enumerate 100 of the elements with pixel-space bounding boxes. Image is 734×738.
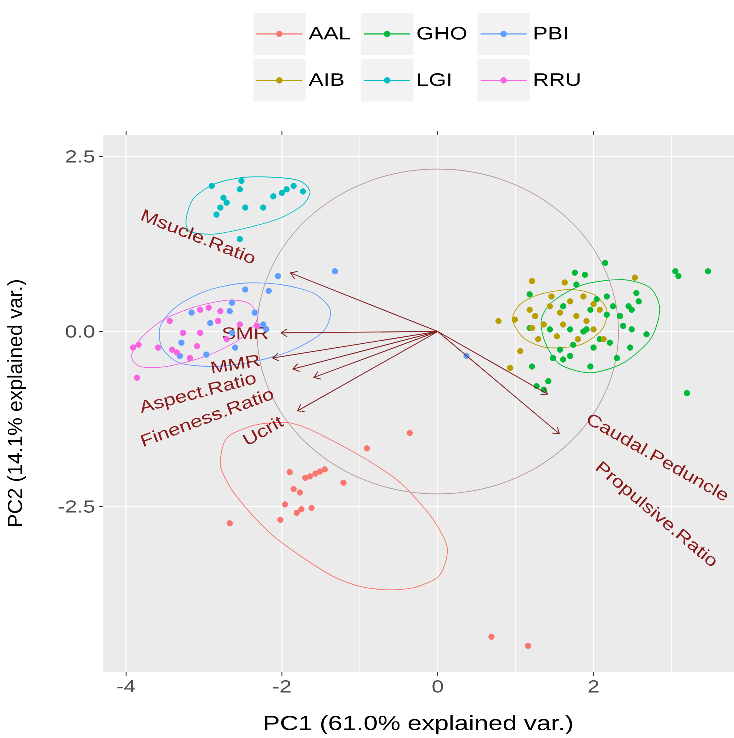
point — [557, 310, 564, 316]
point — [130, 344, 136, 351]
x-tick-label: -2 — [273, 680, 291, 693]
point — [290, 486, 297, 492]
legend-label: GHO — [418, 27, 467, 40]
point — [550, 355, 556, 362]
legend-label: LGI — [418, 74, 451, 86]
y-tick-label: -2.5 — [58, 500, 95, 513]
point — [535, 336, 542, 343]
point — [134, 374, 140, 382]
point — [628, 326, 636, 333]
point — [526, 306, 533, 314]
point — [557, 346, 564, 354]
point — [560, 322, 566, 328]
point — [260, 204, 267, 211]
x-tick-label: 0 — [432, 680, 444, 693]
x-tick-label: 2 — [588, 680, 599, 693]
point — [517, 348, 524, 354]
y-tick-label: 2.5 — [66, 150, 95, 163]
point — [298, 506, 305, 513]
point — [525, 642, 532, 650]
point — [570, 342, 577, 348]
point — [232, 344, 239, 351]
point — [532, 313, 538, 320]
point — [180, 330, 186, 336]
point — [322, 466, 328, 473]
point — [560, 356, 566, 363]
point — [275, 273, 282, 280]
point — [308, 505, 315, 512]
point — [136, 342, 142, 348]
point — [567, 326, 574, 333]
point — [282, 502, 288, 508]
point — [614, 355, 620, 362]
point — [632, 274, 638, 281]
point — [178, 340, 185, 346]
point — [602, 260, 609, 266]
point — [584, 326, 590, 333]
point — [206, 304, 212, 312]
point — [300, 188, 306, 195]
point — [238, 178, 245, 184]
point — [340, 480, 347, 486]
point — [636, 298, 642, 305]
point — [278, 516, 284, 524]
point — [507, 365, 514, 372]
point — [155, 344, 162, 351]
point — [554, 334, 560, 340]
point — [252, 310, 258, 316]
point — [590, 301, 597, 308]
point — [218, 308, 224, 315]
y-tick-label: 0.0 — [66, 326, 95, 338]
point — [204, 352, 210, 358]
point — [266, 288, 272, 294]
point — [317, 468, 324, 475]
point — [588, 364, 594, 370]
point — [488, 634, 495, 640]
point — [242, 286, 249, 293]
point — [545, 378, 552, 385]
point — [215, 318, 222, 324]
point — [286, 469, 294, 476]
point — [197, 330, 204, 336]
point — [547, 303, 554, 310]
point — [567, 353, 574, 360]
point — [644, 331, 650, 338]
point — [572, 270, 578, 276]
legend-label: AIB — [308, 74, 344, 86]
point — [229, 300, 236, 306]
point — [529, 325, 536, 332]
x-axis-title: PC1 (61.0% explained var.) — [265, 715, 572, 735]
legend-label: PBI — [534, 27, 568, 40]
point — [294, 510, 300, 516]
point — [526, 292, 533, 298]
point — [620, 323, 626, 330]
point — [270, 194, 277, 200]
point — [208, 183, 216, 190]
point — [604, 312, 610, 318]
point — [296, 490, 304, 496]
point — [220, 194, 227, 202]
point — [194, 343, 200, 350]
point — [174, 350, 180, 356]
y-axis-title: PC2 (14.1% explained var.) — [7, 280, 27, 526]
point — [575, 336, 582, 343]
point — [529, 278, 536, 284]
point — [628, 306, 636, 314]
point — [197, 306, 204, 314]
point — [188, 310, 195, 316]
point — [406, 430, 414, 436]
point — [588, 306, 594, 314]
point — [676, 273, 682, 280]
point — [684, 390, 690, 396]
point — [580, 294, 587, 300]
point — [290, 183, 297, 190]
point — [207, 320, 214, 326]
point — [226, 308, 234, 315]
point — [590, 326, 597, 333]
point — [260, 322, 267, 328]
point — [574, 282, 580, 288]
x-tick-label: -4 — [118, 680, 136, 693]
point — [547, 326, 554, 333]
point — [610, 303, 616, 310]
point — [284, 186, 290, 193]
